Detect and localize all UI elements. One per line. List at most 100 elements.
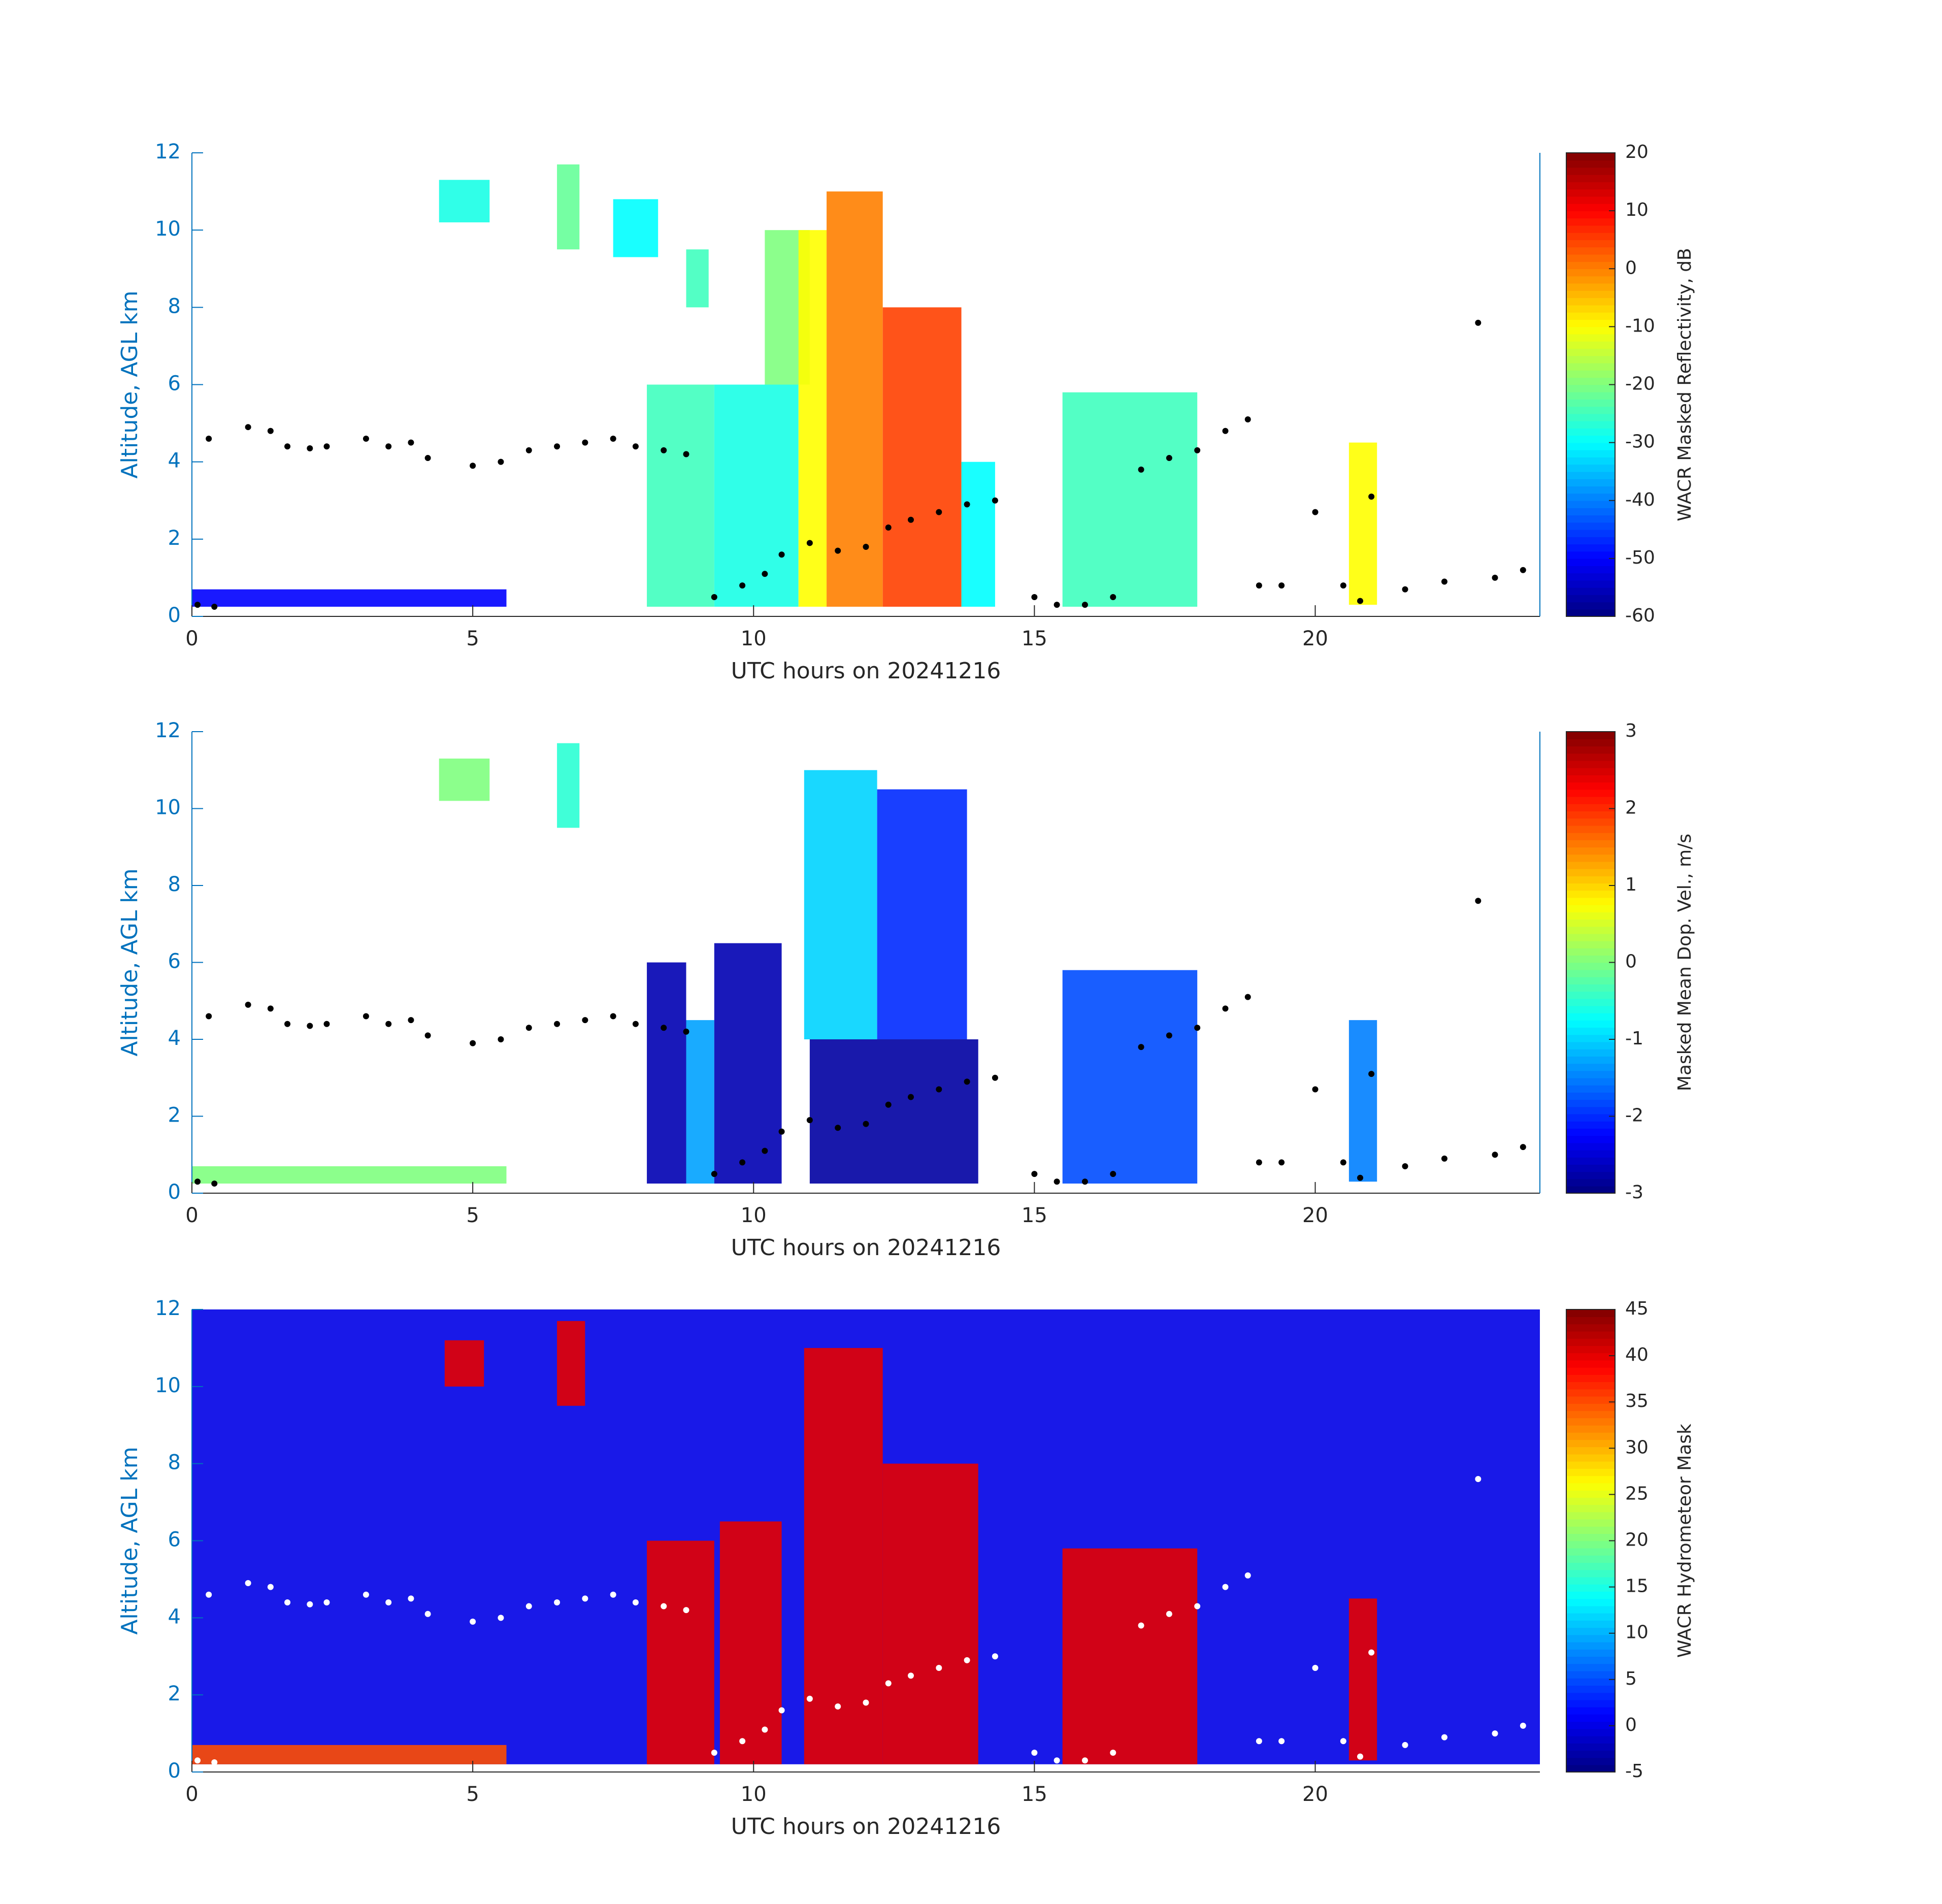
colorbar-segment: [1566, 1533, 1615, 1541]
cloud-base-point: [363, 1013, 369, 1020]
colorbar-segment: [1566, 1613, 1615, 1621]
cloud-base-point: [267, 428, 274, 434]
colorbar-segment: [1566, 1584, 1615, 1592]
colorbar-segment: [1566, 566, 1615, 574]
colorbar-segment: [1566, 1757, 1615, 1765]
cloud-base-point: [284, 1599, 291, 1605]
colorbar-segment: [1566, 1721, 1615, 1729]
data-cell: [192, 1745, 507, 1764]
colorbar-segment: [1566, 1678, 1615, 1686]
colorbar-tick-label: -5: [1625, 1761, 1643, 1782]
x-tick-label: 10: [741, 627, 767, 650]
colorbar-segment: [1566, 1685, 1615, 1693]
colorbar-tick-label: 35: [1625, 1391, 1649, 1411]
x-tick-label: 20: [1302, 1204, 1328, 1227]
cloud-base-point: [683, 1028, 689, 1035]
data-cell: [557, 164, 580, 250]
colorbar-segment: [1566, 500, 1615, 508]
colorbar-segment: [1566, 890, 1615, 898]
cloud-base-point: [1110, 1750, 1116, 1756]
colorbar-segment: [1566, 1714, 1615, 1722]
data-cell: [647, 962, 686, 1184]
colorbar-segment: [1566, 1324, 1615, 1332]
cloud-base-point: [206, 436, 212, 442]
cloud-base-point: [762, 1147, 768, 1154]
data-field: [192, 164, 1526, 610]
cloud-base-point: [1194, 1603, 1201, 1610]
colorbar-segment: [1566, 904, 1615, 912]
cloud-base-point: [408, 439, 414, 446]
colorbar-segment: [1566, 976, 1615, 984]
colorbar-segment: [1566, 861, 1615, 869]
cloud-base-point: [1166, 1032, 1172, 1039]
cloud-base-point: [385, 1021, 392, 1027]
cloud-base-point: [385, 443, 392, 450]
colorbar-segment: [1566, 298, 1615, 306]
cloud-base-point: [245, 1001, 251, 1008]
cloud-base-point: [1368, 494, 1375, 500]
cloud-base-point: [1312, 509, 1319, 515]
cloud-base-point: [610, 1013, 616, 1020]
colorbar-segment: [1566, 984, 1615, 992]
data-cell: [714, 943, 782, 1184]
colorbar-segment: [1566, 478, 1615, 487]
x-tick-label: 0: [185, 1783, 198, 1806]
x-tick-label: 5: [466, 1783, 479, 1806]
cloud-base-point: [1278, 1738, 1285, 1745]
colorbar-segment: [1566, 1048, 1615, 1057]
cloud-base-point: [1256, 1738, 1262, 1745]
cloud-base-point: [284, 1021, 291, 1027]
colorbar-segment: [1566, 1113, 1615, 1122]
colorbar-segment: [1566, 153, 1615, 161]
colorbar-segment: [1566, 1439, 1615, 1448]
colorbar-segment: [1566, 283, 1615, 291]
cloud-base-point: [1166, 455, 1172, 462]
cloud-base-point: [582, 1595, 588, 1602]
colorbar-segment: [1566, 442, 1615, 450]
data-cell: [192, 589, 507, 607]
cloud-base-point: [964, 1078, 970, 1085]
data-cell: [804, 770, 877, 1039]
colorbar-segment: [1566, 1186, 1615, 1194]
colorbar-segment: [1566, 1642, 1615, 1650]
cloud-base-point: [1256, 582, 1262, 589]
cloud-base-point: [554, 443, 561, 450]
colorbar-segment: [1566, 1526, 1615, 1534]
cloud-base-point: [1222, 1005, 1229, 1012]
x-tick-label: 15: [1022, 627, 1047, 650]
cloud-base-point: [739, 582, 746, 589]
cloud-base-point: [739, 1738, 746, 1745]
cloud-base-point: [267, 1005, 274, 1012]
cloud-base-point: [1054, 602, 1060, 608]
colorbar-segment: [1566, 218, 1615, 226]
cloud-base-point: [1222, 428, 1229, 434]
colorbar-segment: [1566, 384, 1615, 392]
y-tick-label: 6: [168, 1528, 181, 1552]
cloud-base-point: [424, 1611, 431, 1617]
colorbar-segment: [1566, 1764, 1615, 1772]
colorbar-segment: [1566, 225, 1615, 233]
colorbar-segment: [1566, 1627, 1615, 1635]
colorbar-segment: [1566, 1085, 1615, 1093]
cloud-base-point: [1520, 1722, 1526, 1729]
cloud-base-point: [1368, 1071, 1375, 1077]
cloud-base-point: [363, 1591, 369, 1598]
cloud-base-point: [1138, 1622, 1144, 1629]
data-cell: [877, 789, 967, 1039]
cloud-base-point: [408, 1595, 414, 1602]
colorbar-segment: [1566, 1735, 1615, 1744]
colorbar-segment: [1566, 305, 1615, 313]
colorbar-segment: [1566, 1432, 1615, 1440]
colorbar-segment: [1566, 573, 1615, 581]
x-tick-label: 15: [1022, 1783, 1047, 1806]
data-cell: [719, 1521, 782, 1764]
cloud-base-point: [806, 1117, 813, 1124]
colorbar-segment: [1566, 1497, 1615, 1505]
cloud-base-point: [683, 451, 689, 457]
colorbar-tick-label: 20: [1625, 1530, 1649, 1551]
cloud-base-point: [1520, 567, 1526, 573]
cloud-base-point: [806, 1695, 813, 1702]
cloud-base-point: [582, 1017, 588, 1024]
cloud-base-point: [1357, 1174, 1363, 1181]
y-tick-label: 8: [168, 294, 181, 318]
